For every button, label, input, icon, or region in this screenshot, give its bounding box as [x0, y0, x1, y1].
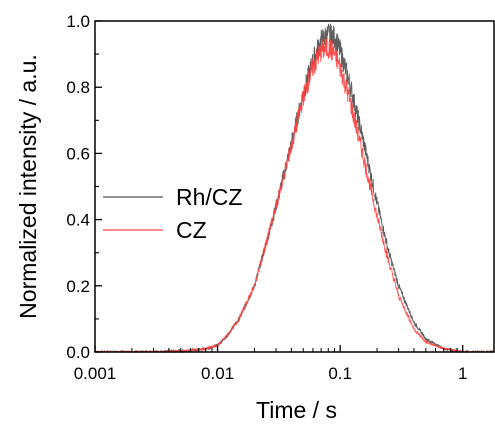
y-tick-label: 0.4 — [66, 211, 90, 230]
plot-frame — [94, 20, 495, 353]
y-tick-label: 1.0 — [66, 12, 90, 31]
y-tick-label: 0.0 — [66, 343, 90, 362]
series-line-cz — [95, 37, 495, 354]
x-tick-label: 0.001 — [74, 364, 117, 383]
plot-area: 0.0 0.2 0.4 0.6 0.8 1.0 0.001 0.01 0.1 1 — [66, 12, 495, 383]
legend-label-cz: CZ — [176, 217, 207, 243]
y-tick-label: 0.8 — [66, 78, 90, 97]
x-axis: 0.001 0.01 0.1 1 — [74, 345, 467, 383]
x-tick-label: 1 — [458, 364, 467, 383]
legend-label-rh-cz: Rh/CZ — [176, 184, 242, 210]
x-axis-title: Time / s — [256, 397, 337, 423]
y-tick-label: 0.2 — [66, 277, 90, 296]
legend: Rh/CZ CZ — [103, 184, 242, 243]
series-line-rh-cz — [94, 23, 495, 354]
y-tick-label: 0.6 — [66, 144, 90, 163]
x-tick-label: 0.1 — [328, 364, 352, 383]
series-layer — [94, 23, 495, 354]
x-tick-label: 0.01 — [201, 364, 234, 383]
y-axis: 0.0 0.2 0.4 0.6 0.8 1.0 — [66, 12, 102, 362]
y-axis-title: Normalized intensity / a.u. — [15, 54, 41, 319]
